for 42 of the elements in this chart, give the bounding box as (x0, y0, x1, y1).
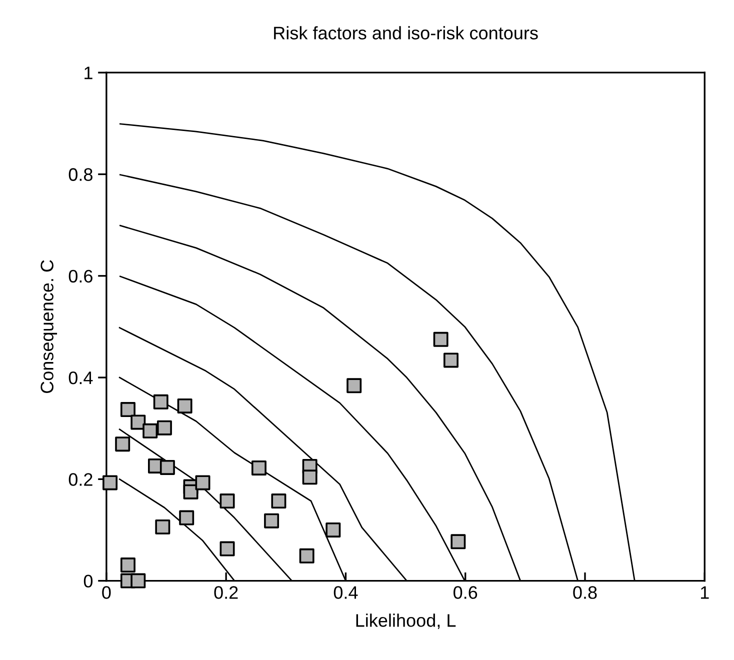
point (120, 558, 136, 573)
point (346, 378, 362, 394)
x-tick-label: 0 (102, 586, 111, 599)
x-tick-label: 1 (700, 586, 709, 599)
y-tick-label: 1 (84, 66, 92, 80)
x-tick-label: 0.8 (573, 586, 597, 599)
point (183, 484, 198, 500)
x-tick-label: 0.6 (454, 586, 478, 599)
point (302, 470, 318, 485)
point (142, 423, 158, 438)
point (120, 402, 136, 418)
point (160, 460, 175, 475)
y-tick-label: 0.6 (68, 270, 92, 283)
x-tick-label: 0.4 (334, 586, 358, 599)
point (115, 436, 130, 452)
point (177, 398, 192, 414)
point (130, 414, 146, 430)
y-tick-label: 0 (84, 574, 93, 588)
y-tick-label: 0.2 (68, 473, 92, 486)
point (130, 573, 146, 588)
point (271, 494, 286, 509)
point (450, 534, 466, 550)
point (153, 394, 168, 410)
point (195, 475, 210, 490)
point (155, 519, 170, 534)
point (433, 332, 448, 347)
point (299, 548, 314, 564)
x-axis-title: Likelihood, L (356, 614, 456, 629)
chart-title: Risk factors and iso-risk contours (274, 26, 538, 40)
point (251, 460, 266, 476)
y-tick-label: 0.8 (68, 168, 92, 181)
y-tick-label: 0.4 (68, 371, 93, 384)
point (179, 510, 194, 526)
point (220, 541, 235, 556)
y-axis-title: Consequence. C (40, 260, 58, 394)
point (444, 352, 458, 368)
point (220, 494, 235, 509)
point (264, 513, 280, 528)
point (156, 420, 172, 436)
x-tick-label: 0.2 (214, 586, 238, 599)
point (102, 475, 118, 490)
point (326, 522, 341, 538)
